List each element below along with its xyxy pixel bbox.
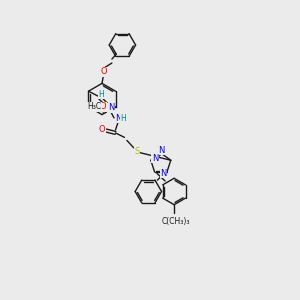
Text: N: N (108, 103, 114, 112)
Text: H: H (98, 90, 104, 99)
Text: O: O (100, 68, 107, 76)
Text: H: H (120, 114, 126, 123)
Text: N: N (152, 154, 158, 163)
Text: H₃C: H₃C (87, 102, 101, 111)
Text: S: S (135, 147, 140, 156)
Text: N: N (158, 146, 165, 154)
Text: C(CH₃)₃: C(CH₃)₃ (161, 217, 190, 226)
Text: O: O (100, 102, 106, 111)
Text: N: N (160, 169, 167, 178)
Text: N: N (115, 114, 122, 123)
Text: O: O (99, 125, 106, 134)
